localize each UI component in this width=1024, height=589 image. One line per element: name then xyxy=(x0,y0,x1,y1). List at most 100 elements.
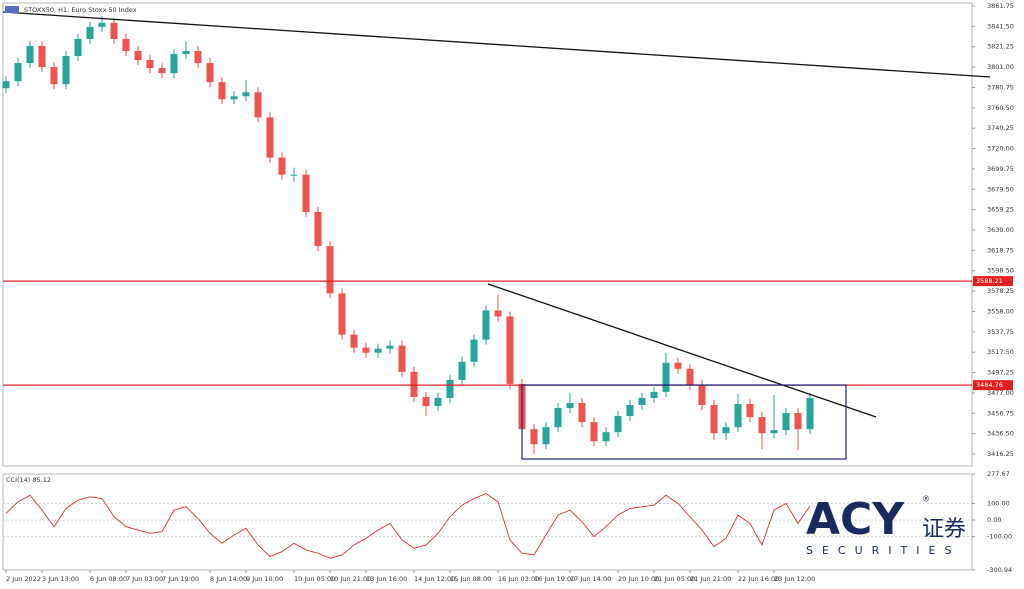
candle-body xyxy=(350,334,358,348)
candle-body xyxy=(86,26,94,39)
candle-body xyxy=(674,362,682,369)
y-tick-label: 3558.00 xyxy=(987,307,1014,315)
candle-body xyxy=(50,67,58,85)
candle-body xyxy=(38,45,46,68)
level-tag xyxy=(973,276,1013,287)
candle-body xyxy=(338,293,346,335)
candle-body xyxy=(182,51,190,55)
candle-body xyxy=(626,405,634,417)
candle-body xyxy=(74,38,82,57)
candle-body xyxy=(146,60,154,69)
candle-body xyxy=(170,54,178,74)
candle-body xyxy=(734,403,742,428)
brand: ACY xyxy=(806,494,905,545)
x-tick-label: 23 Jun 12:00 xyxy=(774,575,815,583)
candle-body xyxy=(14,63,22,82)
level-tag xyxy=(973,380,1013,391)
candle-body xyxy=(62,56,70,85)
price-panel xyxy=(2,2,973,467)
candle-body xyxy=(458,361,466,380)
y-tick-label: 3760.50 xyxy=(987,104,1014,112)
x-tick-label: 2 Jun 2022 xyxy=(6,575,41,583)
x-tick-label: 14 Jun 12:00 xyxy=(414,575,455,583)
y-tick-label: 3477.00 xyxy=(987,389,1014,397)
x-tick-label: 7 Jun 19:00 xyxy=(162,575,199,583)
x-tick-label: 8 Jun 14:00 xyxy=(210,575,247,583)
y-tick-label: 3578.25 xyxy=(987,287,1014,295)
candle-body xyxy=(278,157,286,175)
trend-line xyxy=(487,283,877,418)
y-tick-label: 3801.00 xyxy=(987,63,1014,71)
candle-body xyxy=(134,51,142,61)
x-tick-label: 21 Jun 05:00 xyxy=(654,575,695,583)
candle-body xyxy=(242,92,250,97)
y-tick-label: 3618.75 xyxy=(987,246,1014,254)
y-tick-label: 3456.75 xyxy=(987,409,1014,417)
candle-body xyxy=(590,422,598,442)
candle-body xyxy=(374,348,382,353)
candle-body xyxy=(638,397,646,406)
x-tick-label: 3 Jun 13:00 xyxy=(42,575,79,583)
candle-body xyxy=(782,413,790,431)
brand-chinese: 证券 xyxy=(922,517,966,542)
chart-title: STOXX50, H1: Euro Stoxx 50 Index xyxy=(24,6,137,14)
candle-body xyxy=(314,211,322,247)
candle-body xyxy=(566,402,574,409)
candle-body xyxy=(194,51,202,64)
y-tick-label: 3517.50 xyxy=(987,348,1014,356)
x-tick-label: 21 Jun 21:00 xyxy=(690,575,731,583)
candle-body xyxy=(218,82,226,100)
candle-body xyxy=(254,92,262,118)
candle-body xyxy=(290,174,298,176)
x-tick-label: 13 Jun 16:00 xyxy=(366,575,407,583)
candle-body xyxy=(722,427,730,434)
brand-mark: ® xyxy=(922,495,930,504)
y-tick-label: 0.00 xyxy=(987,516,1001,524)
candle-body xyxy=(758,417,766,434)
x-tick-label: 10 Jun 05:00 xyxy=(294,575,335,583)
candle-body xyxy=(398,345,406,372)
candle-body xyxy=(710,405,718,434)
y-tick-label: 3821.25 xyxy=(987,43,1014,51)
y-tick-label: 3780.75 xyxy=(987,83,1014,91)
candle-body xyxy=(422,396,430,407)
cci-line xyxy=(5,493,811,559)
level-label: 3484.76 xyxy=(976,381,1003,389)
candle-body xyxy=(266,117,274,158)
y-tick-label: -100.00 xyxy=(987,533,1012,541)
y-tick-label: 3659.25 xyxy=(987,206,1014,214)
candle-body xyxy=(554,408,562,428)
x-tick-label: 16 Jun 03:00 xyxy=(498,575,539,583)
y-tick-label: 3416.25 xyxy=(987,450,1014,458)
candle-body xyxy=(614,416,622,433)
y-tick-label: 3436.50 xyxy=(987,430,1014,438)
candle-body xyxy=(794,413,802,430)
cci-title: CCI(14) 85.12 xyxy=(6,476,51,484)
y-tick-label: 3699.75 xyxy=(987,165,1014,173)
x-tick-label: 17 Jun 14:00 xyxy=(570,575,611,583)
x-tick-label: 16 Jun 19:00 xyxy=(534,575,575,583)
candle-body xyxy=(326,246,334,294)
x-tick-label: 6 Jun 08:00 xyxy=(90,575,127,583)
candle-body xyxy=(98,22,106,27)
candle-body xyxy=(494,310,502,317)
y-tick-label: 100.00 xyxy=(987,499,1010,507)
y-tick-label: 3537.75 xyxy=(987,328,1014,336)
candle-body xyxy=(122,38,130,52)
candle-body xyxy=(506,316,514,384)
candle-body xyxy=(410,371,418,397)
candle-body xyxy=(482,310,490,340)
candle-body xyxy=(662,362,670,392)
y-tick-label: 3720.00 xyxy=(987,145,1014,153)
trend-line xyxy=(2,11,991,78)
symbol-icon xyxy=(5,6,19,13)
x-tick-label: 10 Jun 21:00 xyxy=(330,575,371,583)
range-box xyxy=(521,384,847,460)
candle-body xyxy=(578,402,586,423)
candle-body xyxy=(302,174,310,212)
y-tick-label: 3639.00 xyxy=(987,226,1014,234)
candle-body xyxy=(230,96,238,100)
y-tick-label: 3679.50 xyxy=(987,185,1014,193)
candle-body xyxy=(362,347,370,353)
